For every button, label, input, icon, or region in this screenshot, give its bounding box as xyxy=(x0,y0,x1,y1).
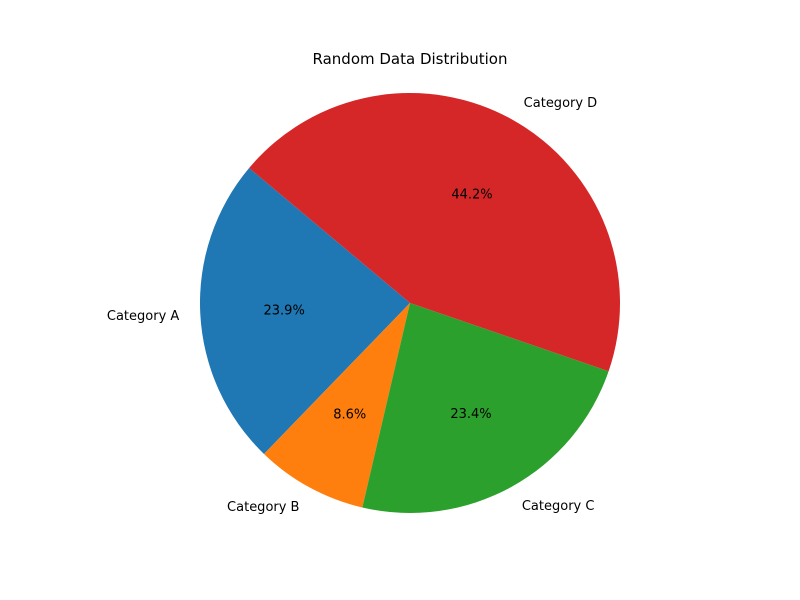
pie-slice-label-3: Category C xyxy=(522,499,595,514)
pie-slice-label-1: Category A xyxy=(107,309,180,324)
pie-slice-2 xyxy=(264,303,410,508)
pie-slice-percent-2: 8.6% xyxy=(333,408,366,423)
pie-slice-label-2: Category B xyxy=(227,500,299,515)
chart-title: Random Data Distribution xyxy=(313,50,508,68)
pie-slice-1 xyxy=(199,168,410,454)
pie-slice-label-4: Category D xyxy=(524,96,598,111)
pie-slice-3 xyxy=(362,303,609,513)
pie-slice-4 xyxy=(249,92,621,372)
pie-slice-percent-4: 44.2% xyxy=(451,187,492,202)
pie-slice-percent-1: 23.9% xyxy=(264,304,305,319)
pie-slices xyxy=(199,92,621,513)
pie-labels: 23.9% Category A 8.6% Category B 23.4% Catego… xyxy=(107,96,597,515)
pie-slice-percent-3: 23.4% xyxy=(450,407,491,422)
